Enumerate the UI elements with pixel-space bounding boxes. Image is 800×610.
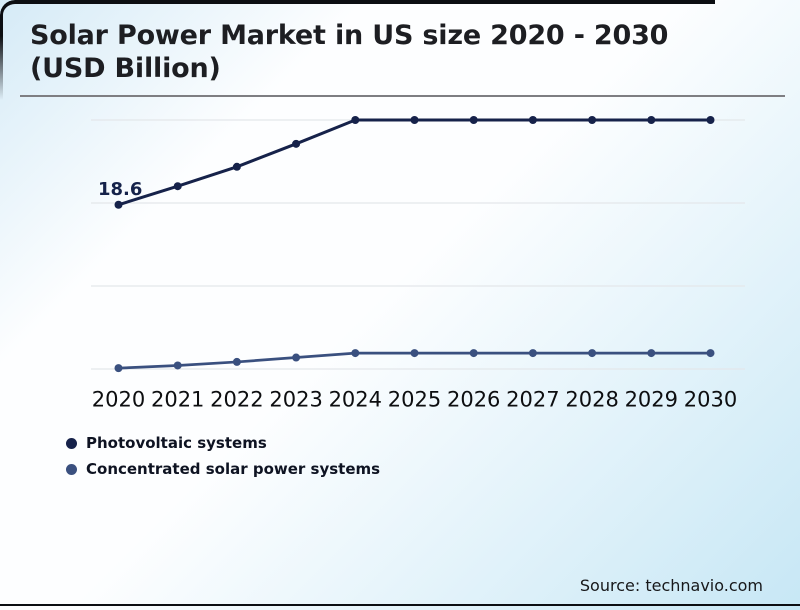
card-border-bottom xyxy=(0,604,800,606)
chart-title: Solar Power Market in US size 2020 - 203… xyxy=(30,20,669,84)
concentrated-series-marker xyxy=(410,349,419,358)
photovoltaic-series-marker xyxy=(173,182,182,191)
concentrated-series-marker xyxy=(706,349,715,358)
legend-item-concentrated: Concentrated solar power systems xyxy=(66,460,380,478)
legend-item-photovoltaic: Photovoltaic systems xyxy=(66,434,380,452)
photovoltaic-series-marker xyxy=(469,115,478,124)
x-axis-tick-label: 2029 xyxy=(625,388,678,412)
x-axis-tick-label: 2021 xyxy=(151,388,204,412)
legend: Photovoltaic systems Concentrated solar … xyxy=(66,434,380,478)
legend-marker-photovoltaic-icon xyxy=(66,437,77,449)
source-text: Source: technavio.com xyxy=(579,576,763,595)
concentrated-series-marker xyxy=(292,353,301,362)
concentrated-series-marker xyxy=(114,364,123,373)
concentrated-series-marker xyxy=(469,349,478,358)
photovoltaic-series-marker xyxy=(351,115,360,124)
legend-label-photovoltaic: Photovoltaic systems xyxy=(86,434,267,452)
x-axis-tick-label: 2020 xyxy=(92,388,145,412)
photovoltaic-series-marker xyxy=(114,200,123,209)
photovoltaic-series-marker xyxy=(706,115,715,124)
concentrated-series-marker xyxy=(588,349,597,358)
x-axis-tick-label: 2023 xyxy=(269,388,322,412)
x-axis-tick-label: 2030 xyxy=(684,388,737,412)
title-divider xyxy=(20,95,785,97)
x-axis-tick-label: 2022 xyxy=(210,388,263,412)
photovoltaic-series-marker xyxy=(528,115,537,124)
x-axis-tick-label: 2025 xyxy=(388,388,441,412)
concentrated-series-marker xyxy=(528,349,537,358)
x-axis-tick-label: 2028 xyxy=(565,388,618,412)
legend-marker-concentrated-icon xyxy=(66,463,77,475)
x-axis-tick-label: 2026 xyxy=(447,388,500,412)
concentrated-series-marker xyxy=(351,349,360,358)
x-axis-tick-label: 2027 xyxy=(506,388,559,412)
photovoltaic-series-marker xyxy=(410,115,419,124)
x-axis-tick-label: 2024 xyxy=(329,388,382,412)
photovoltaic-series-marker xyxy=(232,162,241,171)
concentrated-series-marker xyxy=(647,349,656,358)
photovoltaic-series-marker xyxy=(588,115,597,124)
photovoltaic-series-marker xyxy=(647,115,656,124)
legend-label-concentrated: Concentrated solar power systems xyxy=(86,460,381,478)
concentrated-series-marker xyxy=(232,357,241,366)
concentrated-series-marker xyxy=(173,361,182,370)
data-label-photovoltaic-2020: 18.6 xyxy=(98,179,143,200)
photovoltaic-series-marker xyxy=(292,139,301,148)
photovoltaic-series-line xyxy=(118,118,711,207)
